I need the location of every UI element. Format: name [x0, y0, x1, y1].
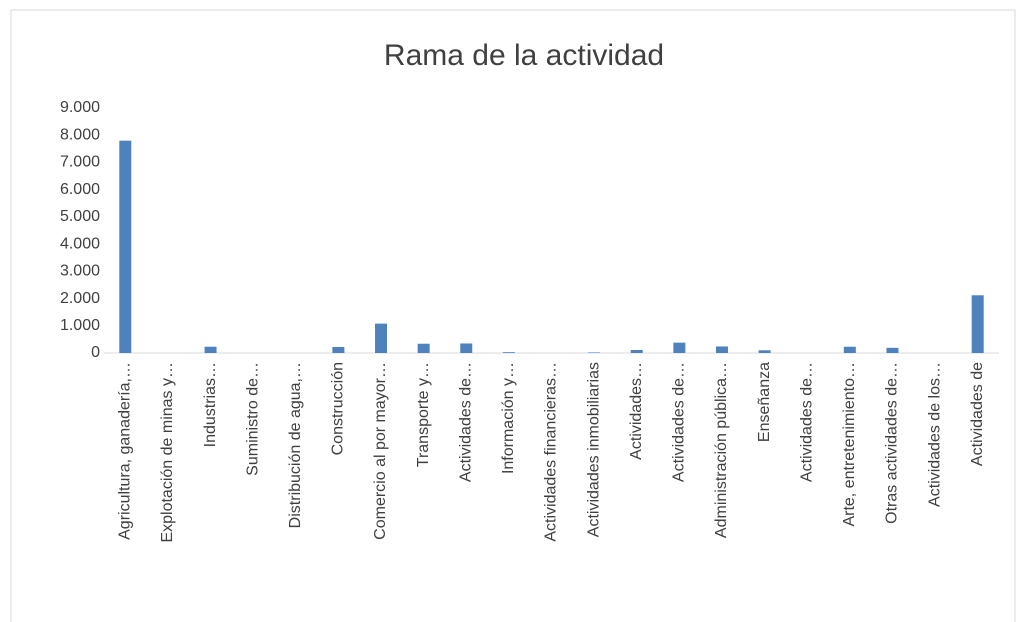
x-tick-label: Agricultura, ganadería,… — [117, 362, 134, 540]
y-tick-label: 9.000 — [60, 99, 100, 116]
bar — [502, 352, 515, 353]
bar — [332, 347, 345, 353]
x-tick-label: Construcción — [330, 362, 347, 455]
x-tick-label: Transporte y… — [415, 362, 432, 467]
bar — [758, 350, 771, 353]
bar — [630, 350, 643, 353]
bar — [119, 140, 132, 353]
x-tick-label: Otras actividades de… — [884, 362, 901, 524]
x-tick-label: Comercio al por mayor… — [372, 362, 389, 540]
x-tick-label: Administración pública… — [713, 362, 730, 538]
x-tick-label: Información y… — [500, 362, 517, 474]
bar — [971, 295, 984, 353]
bar — [588, 352, 601, 353]
bar — [843, 346, 856, 353]
x-tick-label: Actividades de… — [798, 362, 815, 482]
x-tick-label: Explotación de minas y… — [159, 362, 176, 543]
x-tick-label: Suministro de… — [244, 362, 261, 476]
y-tick-label: 4.000 — [60, 235, 100, 252]
x-tick-label: Distribución de agua,… — [287, 362, 304, 528]
bar — [673, 342, 686, 353]
x-tick-label: Actividades inmobiliarias — [585, 362, 602, 537]
bar — [715, 346, 728, 353]
x-tick-label: Arte, entretenimiento… — [841, 362, 858, 527]
x-tick-label: Actividades de los… — [926, 362, 943, 507]
x-tick-label: Enseñanza — [756, 362, 773, 442]
y-tick-label: 6.000 — [60, 181, 100, 198]
bar — [375, 323, 388, 353]
chart-title: Rama de la actividad — [384, 39, 664, 72]
y-tick-label: 3.000 — [60, 263, 100, 280]
bar — [417, 343, 430, 353]
x-tick-label: Actividades financieras… — [543, 362, 560, 542]
y-tick-label: 0 — [91, 344, 100, 361]
bar — [460, 343, 473, 353]
y-tick-label: 1.000 — [60, 317, 100, 334]
x-tick-label: Industrias… — [202, 362, 219, 447]
y-tick-label: 5.000 — [60, 208, 100, 225]
x-tick-label: Actividades… — [628, 362, 645, 460]
x-tick-label: Actividades de… — [671, 362, 688, 482]
y-tick-label: 8.000 — [60, 126, 100, 143]
x-tick-label: Actividades de… — [457, 362, 474, 482]
x-tick-label: Actividades de — [969, 362, 986, 466]
y-tick-label: 2.000 — [60, 290, 100, 307]
y-tick-label: 7.000 — [60, 154, 100, 171]
chart-border — [10, 9, 1016, 622]
bar — [886, 347, 899, 353]
bar — [204, 346, 217, 353]
